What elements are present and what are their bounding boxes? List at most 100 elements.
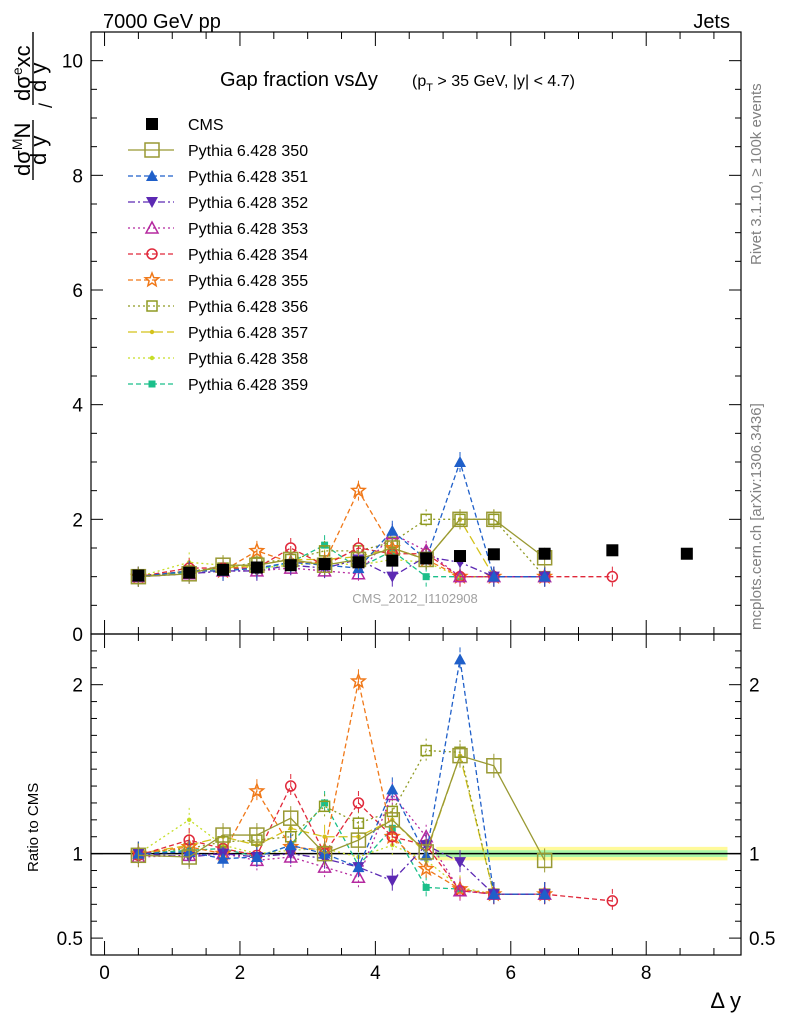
ratio-data-point bbox=[486, 758, 502, 774]
ratio-data-point bbox=[418, 844, 434, 860]
y-tick-label: 8 bbox=[72, 166, 83, 187]
ratio-line-pythia-6.428-353 bbox=[138, 793, 545, 895]
ratio-data-point bbox=[284, 839, 297, 851]
data-point bbox=[538, 570, 551, 582]
data-point bbox=[486, 511, 502, 528]
ratio-data-point bbox=[215, 827, 231, 843]
ratio-data-point bbox=[350, 832, 367, 848]
ratio-data-point bbox=[130, 847, 147, 864]
data-point bbox=[454, 456, 467, 467]
ratio-data-point bbox=[351, 869, 366, 884]
legend-marker bbox=[149, 329, 155, 335]
y-tick-label: 6 bbox=[72, 281, 83, 302]
cms-data-point bbox=[318, 558, 331, 571]
legend-item: Pythia 6.428 357 bbox=[128, 325, 308, 342]
ratio-data-point bbox=[386, 783, 399, 795]
legend-label: Pythia 6.428 350 bbox=[188, 143, 308, 160]
ratio-y-tick-label-right: 0.5 bbox=[749, 929, 775, 950]
cms-data-point bbox=[217, 563, 230, 576]
x-axis-label: Δ y bbox=[710, 988, 741, 1013]
legend-item: Pythia 6.428 353 bbox=[128, 220, 308, 238]
chart-title-sub: (pT > 35 GeV, |y| < 4.7) bbox=[412, 73, 575, 94]
ratio-ylabel: Ratio to CMS bbox=[25, 783, 42, 872]
ratio-y-tick-label: 2 bbox=[72, 676, 83, 697]
cms-data-point bbox=[250, 561, 263, 574]
ratio-data-point bbox=[417, 859, 435, 877]
legend-marker bbox=[146, 170, 158, 181]
ratio-data-point bbox=[454, 653, 467, 665]
ratio-y-tick-label: 0.5 bbox=[57, 929, 83, 950]
ratio-y-tick-label-right: 2 bbox=[749, 676, 760, 697]
cms-data-point bbox=[183, 566, 196, 579]
cms-data-point bbox=[352, 556, 365, 569]
x-tick-label: 4 bbox=[370, 963, 381, 984]
main-panel: 0 2 4 6 8 10 bbox=[62, 31, 742, 955]
ratio-data-point bbox=[317, 859, 332, 873]
ratio-data-point bbox=[386, 875, 399, 887]
ratio-data-point bbox=[316, 845, 333, 862]
data-point bbox=[452, 569, 468, 583]
svg-text:d y: d y bbox=[26, 136, 51, 165]
ratio-data-point bbox=[248, 781, 266, 799]
legend-label: Pythia 6.428 351 bbox=[188, 169, 308, 186]
ratio-data-point bbox=[451, 880, 469, 897]
data-point bbox=[606, 570, 619, 583]
ratio-data-point bbox=[352, 797, 365, 809]
cms-data-point bbox=[680, 547, 693, 560]
svg-text:/: / bbox=[36, 103, 56, 108]
legend-marker bbox=[146, 248, 158, 260]
legend-marker bbox=[146, 118, 158, 130]
data-point bbox=[420, 513, 432, 526]
legend-item: Pythia 6.428 352 bbox=[128, 195, 308, 212]
legend-item: Pythia 6.428 359 bbox=[128, 377, 308, 394]
x-tick-label: 0 bbox=[99, 963, 110, 984]
legend-marker bbox=[144, 142, 160, 158]
legend-item: Pythia 6.428 354 bbox=[128, 247, 308, 264]
ratio-data-point bbox=[282, 810, 299, 826]
header-left: 7000 GeV pp bbox=[103, 11, 221, 33]
ratio-data-point bbox=[250, 851, 263, 863]
legend-item: Pythia 6.428 356 bbox=[128, 299, 308, 316]
ratio-y-tick-label-right: 1 bbox=[749, 845, 760, 866]
legend-item: Pythia 6.428 351 bbox=[128, 169, 308, 186]
legend-label: Pythia 6.428 354 bbox=[188, 247, 308, 264]
watermark: CMS_2012_I1102908 bbox=[352, 591, 478, 606]
ratio-line-pythia-6.428-356 bbox=[138, 749, 545, 895]
cms-data-point bbox=[487, 548, 500, 561]
ratio-data-point bbox=[321, 799, 329, 807]
y-tick-label: 2 bbox=[72, 510, 83, 531]
legend-label: CMS bbox=[188, 117, 224, 134]
legend-marker bbox=[144, 220, 160, 234]
y-tick-label: 0 bbox=[72, 625, 83, 646]
ratio-data-point bbox=[536, 852, 553, 869]
legend-marker bbox=[148, 380, 156, 388]
svg-text:d y: d y bbox=[26, 63, 51, 92]
ratio-data-point bbox=[487, 888, 500, 900]
ratio-frame bbox=[90, 633, 742, 956]
series-line-pythia-6.428-351 bbox=[138, 459, 545, 578]
ratio-line-pythia-6.428-357 bbox=[138, 753, 545, 895]
legend-label: Pythia 6.428 352 bbox=[188, 195, 308, 212]
ratio-data-point bbox=[538, 888, 551, 900]
ratio-line-pythia-6.428-351 bbox=[138, 659, 545, 895]
x-tick-label: 8 bbox=[641, 963, 652, 984]
cms-data-point bbox=[420, 552, 433, 565]
cms-data-point bbox=[606, 544, 619, 557]
side-label-mcplots: mcplots.cern.ch [arXiv:1306.3436] bbox=[748, 403, 765, 630]
ratio-data-point bbox=[318, 800, 331, 813]
data-point bbox=[386, 571, 399, 583]
cms-data-point bbox=[454, 550, 467, 563]
ratio-data-point bbox=[606, 895, 619, 907]
legend-marker bbox=[146, 197, 158, 208]
data-point bbox=[452, 511, 468, 528]
ratio-data-point bbox=[284, 780, 297, 792]
legend-label: Pythia 6.428 353 bbox=[188, 221, 308, 238]
legend-label: Pythia 6.428 356 bbox=[188, 299, 308, 316]
chart-title: Gap fraction vsΔy (pT > 35 GeV, |y| < 4.… bbox=[220, 69, 575, 94]
ratio-line-pythia-6.428-352 bbox=[138, 844, 545, 895]
ratio-panel: 0.5 0.5 1 1 2 2 0 2 4 6 8 bbox=[57, 633, 775, 984]
data-point bbox=[386, 524, 399, 536]
cms-data-point bbox=[132, 569, 145, 582]
y-tick-label: 10 bbox=[62, 52, 83, 73]
side-label-rivet: Rivet 3.1.10, ≥ 100k events bbox=[748, 83, 765, 265]
